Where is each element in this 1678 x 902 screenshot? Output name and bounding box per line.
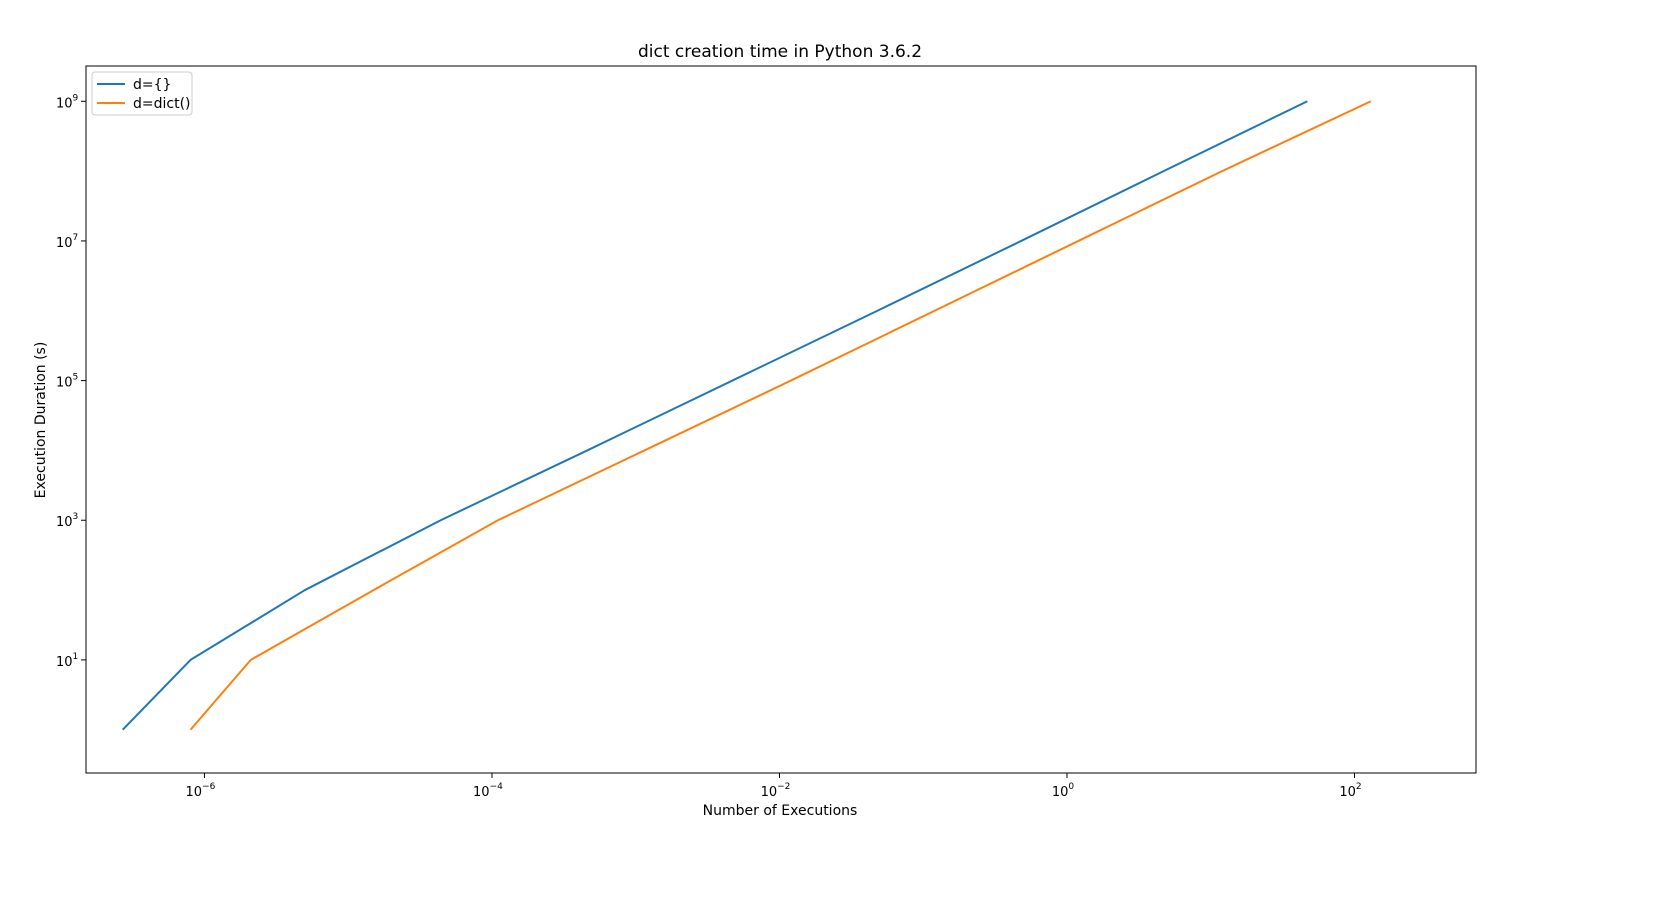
y-tick-label: 105: [56, 373, 78, 391]
y-tick-exponent: 3: [73, 512, 79, 522]
y-tick-base: 10: [56, 515, 73, 530]
x-axis-label: Number of Executions: [703, 803, 858, 819]
legend-label-d-dict: d=dict(): [133, 96, 191, 112]
chart-title: dict creation time in Python 3.6.2: [638, 42, 922, 62]
y-tick-exponent: 5: [73, 373, 79, 383]
y-tick-base: 10: [56, 655, 73, 670]
series-layer: [121, 100, 1372, 731]
y-tick-base: 10: [56, 236, 73, 251]
x-tick-exponent: −6: [202, 782, 216, 792]
x-tick-label: 100: [1052, 782, 1075, 800]
y-tick-exponent: 1: [73, 652, 79, 662]
x-tick-exponent: 2: [1356, 782, 1362, 792]
series-line-d-literal: [121, 100, 1308, 731]
y-tick-base: 10: [56, 96, 73, 111]
y-tick-label: 107: [56, 233, 78, 251]
y-tick-base: 10: [56, 376, 73, 391]
legend: d={} d=dict(): [91, 71, 193, 116]
y-tick-label: 109: [56, 93, 79, 111]
x-tick-label: 10−2: [761, 782, 791, 800]
x-tick-base: 10: [473, 785, 490, 800]
x-tick-base: 10: [761, 785, 778, 800]
y-tick-label: 101: [56, 652, 78, 670]
x-axis-ticks: 10−6 10−4 10−2 100 102: [186, 773, 1362, 800]
x-tick-exponent: −2: [777, 782, 790, 792]
y-tick-exponent: 9: [73, 93, 79, 103]
series-line-d-dict: [189, 100, 1372, 731]
x-tick-base: 10: [1052, 785, 1069, 800]
x-tick-exponent: 0: [1068, 782, 1074, 792]
x-tick-label: 102: [1339, 782, 1361, 800]
legend-box: [91, 71, 193, 116]
y-tick-exponent: 7: [73, 233, 79, 243]
y-axis-label: Execution Duration (s): [33, 342, 49, 499]
x-tick-base: 10: [1339, 785, 1356, 800]
x-tick-label: 10−4: [473, 782, 503, 800]
x-tick-label: 10−6: [186, 782, 216, 800]
plot-area: [85, 65, 1477, 774]
legend-label-d-literal: d={}: [133, 77, 171, 93]
x-tick-base: 10: [186, 785, 203, 800]
x-tick-exponent: −4: [490, 782, 504, 792]
y-tick-label: 103: [56, 512, 78, 530]
